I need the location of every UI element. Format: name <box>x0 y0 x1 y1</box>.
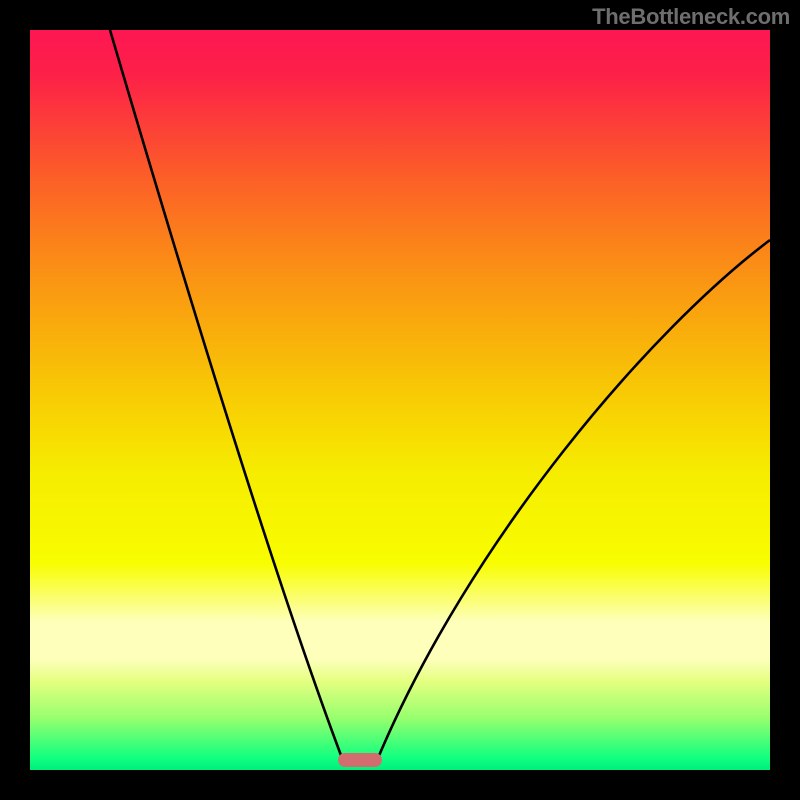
optimal-marker <box>338 753 382 767</box>
chart-container: TheBottleneck.com <box>0 0 800 800</box>
chart-svg <box>0 0 800 800</box>
plot-area <box>30 30 770 770</box>
attribution-text: TheBottleneck.com <box>592 4 790 30</box>
